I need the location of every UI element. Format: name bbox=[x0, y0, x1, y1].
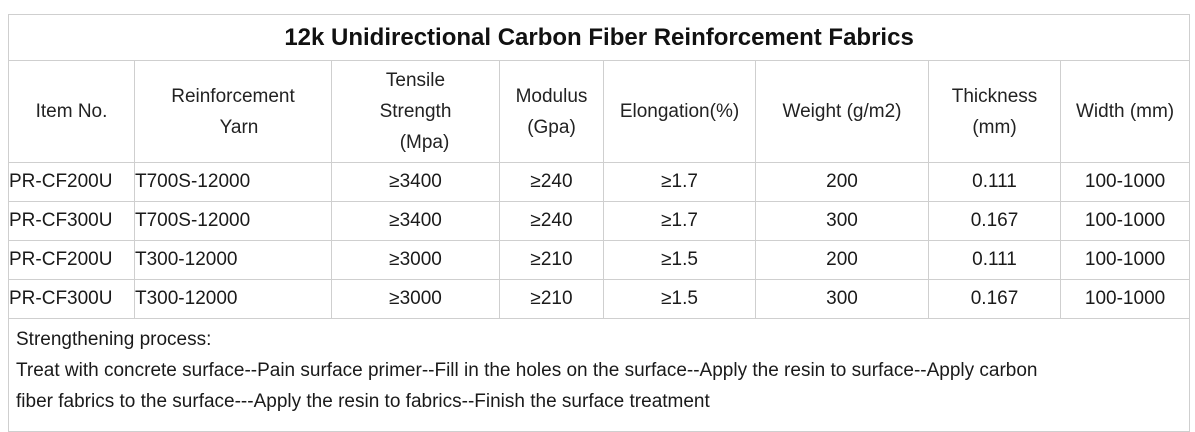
process-row: Strengthening process: Treat with concre… bbox=[7, 318, 1191, 432]
cell-modulus: ≥210 bbox=[499, 279, 604, 319]
cell-width: 100-1000 bbox=[1059, 279, 1191, 319]
process-line: fiber fabrics to the surface---Apply the… bbox=[16, 391, 710, 412]
header-line: (Mpa) bbox=[399, 132, 450, 153]
process-line: Treat with concrete surface--Pain surfac… bbox=[16, 360, 1038, 381]
cell-item-no: PR-CF200U bbox=[8, 162, 135, 202]
strengthening-process: Strengthening process: Treat with concre… bbox=[7, 318, 1191, 432]
header-line: Reinforcement bbox=[171, 85, 295, 107]
carbon-fiber-spec-table: 12k Unidirectional Carbon Fiber Reinforc… bbox=[7, 14, 1191, 432]
header-modulus: Modulus (Gpa) bbox=[499, 60, 604, 163]
table-body: 12k Unidirectional Carbon Fiber Reinforc… bbox=[7, 14, 1191, 432]
cell-yarn: T300-12000 bbox=[134, 240, 332, 280]
cell-modulus: ≥240 bbox=[499, 162, 604, 202]
cell-yarn: T700S-12000 bbox=[134, 162, 332, 202]
header-tensile-strength: Tensile Strength (Mpa) bbox=[331, 60, 500, 163]
cell-elongation: ≥1.5 bbox=[603, 240, 756, 280]
cell-thickness: 0.167 bbox=[928, 201, 1061, 241]
header-line: Elongation(%) bbox=[619, 101, 740, 122]
table-title: 12k Unidirectional Carbon Fiber Reinforc… bbox=[7, 14, 1191, 61]
header-line: Modulus bbox=[515, 85, 588, 107]
header-weight: Weight (g/m2) bbox=[755, 60, 929, 163]
table-row: PR-CF300U T700S-12000 ≥3400 ≥240 ≥1.7 30… bbox=[8, 201, 1191, 241]
cell-elongation: ≥1.7 bbox=[603, 201, 756, 241]
header-row: Item No. Reinforcement Yarn Tensile Streng… bbox=[8, 60, 1191, 163]
cell-tensile: ≥3400 bbox=[331, 201, 500, 241]
header-line: Tensile bbox=[385, 70, 446, 91]
header-item-no: Item No. bbox=[8, 60, 135, 163]
cell-elongation: ≥1.5 bbox=[603, 279, 756, 319]
cell-thickness: 0.167 bbox=[928, 279, 1061, 319]
title-row: 12k Unidirectional Carbon Fiber Reinforc… bbox=[7, 14, 1191, 61]
cell-weight: 300 bbox=[755, 201, 929, 241]
header-line: (mm) bbox=[972, 116, 1017, 138]
cell-item-no: PR-CF300U bbox=[8, 279, 135, 319]
cell-elongation: ≥1.7 bbox=[603, 162, 756, 202]
cell-item-no: PR-CF300U bbox=[8, 201, 135, 241]
header-width: Width (mm) bbox=[1059, 60, 1191, 163]
cell-width: 100-1000 bbox=[1059, 201, 1191, 241]
cell-weight: 200 bbox=[755, 240, 929, 280]
header-elongation: Elongation(%) bbox=[603, 60, 756, 163]
cell-modulus: ≥210 bbox=[499, 240, 604, 280]
cell-thickness: 0.111 bbox=[928, 240, 1061, 280]
header-line: Thickness bbox=[951, 85, 1038, 107]
table-row: PR-CF200U T700S-12000 ≥3400 ≥240 ≥1.7 20… bbox=[8, 162, 1191, 202]
cell-thickness: 0.111 bbox=[928, 162, 1061, 202]
cell-yarn: T300-12000 bbox=[134, 279, 332, 319]
cell-tensile: ≥3000 bbox=[331, 240, 500, 280]
cell-weight: 200 bbox=[755, 162, 929, 202]
cell-modulus: ≥240 bbox=[499, 201, 604, 241]
header-line: Item No. bbox=[35, 101, 108, 122]
cell-item-no: PR-CF200U bbox=[8, 240, 135, 280]
header-line: Yarn bbox=[219, 116, 259, 138]
header-line: Weight (g/m2) bbox=[782, 101, 902, 122]
header-line: Width (mm) bbox=[1075, 101, 1175, 122]
header-line: Strength bbox=[379, 101, 452, 122]
process-heading: Strengthening process: bbox=[16, 329, 212, 350]
cell-tensile: ≥3000 bbox=[331, 279, 500, 319]
cell-width: 100-1000 bbox=[1059, 162, 1191, 202]
cell-yarn: T700S-12000 bbox=[134, 201, 332, 241]
header-thickness: Thickness (mm) bbox=[928, 60, 1061, 163]
table-row: PR-CF200U T300-12000 ≥3000 ≥210 ≥1.5 200… bbox=[8, 240, 1191, 280]
cell-width: 100-1000 bbox=[1059, 240, 1191, 280]
header-line: (Gpa) bbox=[527, 116, 576, 138]
cell-tensile: ≥3400 bbox=[331, 162, 500, 202]
table-row: PR-CF300U T300-12000 ≥3000 ≥210 ≥1.5 300… bbox=[8, 279, 1191, 319]
header-reinforcement-yarn: Reinforcement Yarn bbox=[134, 60, 332, 163]
cell-weight: 300 bbox=[755, 279, 929, 319]
